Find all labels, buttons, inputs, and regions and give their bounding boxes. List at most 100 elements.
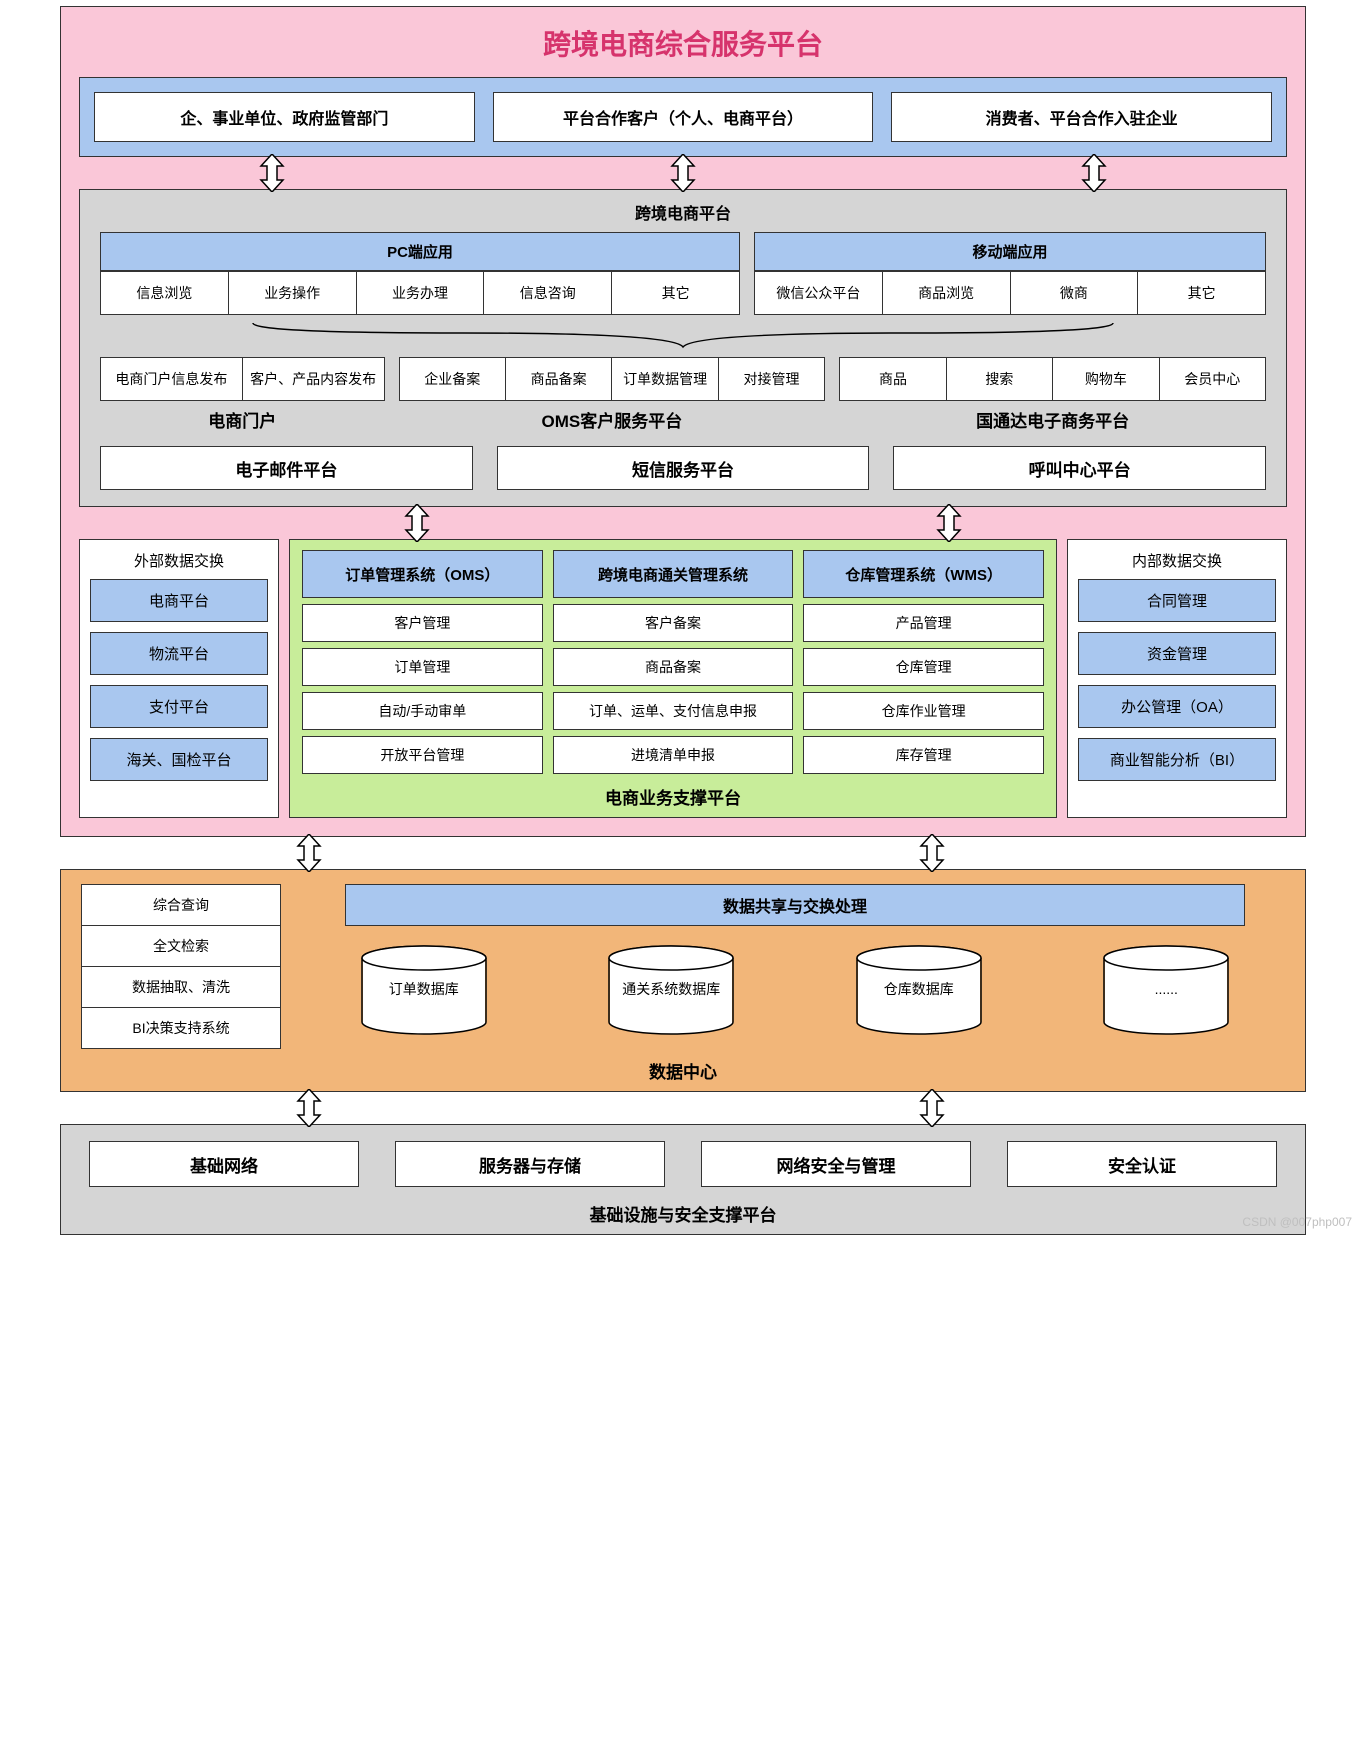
pc-cell: 业务操作 xyxy=(228,271,357,315)
ghead-2: 仓库管理系统（WMS） xyxy=(803,550,1044,598)
gcell: 客户管理 xyxy=(302,604,543,642)
ext-item: 支付平台 xyxy=(90,685,268,728)
qcell: 综合查询 xyxy=(82,885,280,926)
db-label: 订单数据库 xyxy=(349,980,499,998)
mb-cell: 微商 xyxy=(1010,271,1139,315)
watermark: CSDN @007php007 xyxy=(1242,1215,1352,1229)
dbl-arrow-icon xyxy=(915,834,949,872)
t1-cell: 订单数据管理 xyxy=(611,357,718,401)
pc-cell: 信息咨询 xyxy=(483,271,612,315)
qcell: 全文检索 xyxy=(82,926,280,967)
t0-title: 电商门户 xyxy=(100,407,385,432)
app-row: PC端应用 信息浏览 业务操作 业务办理 信息咨询 其它 移动端应用 微信公众平… xyxy=(100,232,1266,315)
msg-0: 电子邮件平台 xyxy=(100,446,473,490)
gcell: 仓库作业管理 xyxy=(803,692,1044,730)
ext-item: 物流平台 xyxy=(90,632,268,675)
ext-item: 海关、国检平台 xyxy=(90,738,268,781)
query-list: 综合查询 全文检索 数据抽取、清洗 BI决策支持系统 xyxy=(81,884,281,1049)
green-title: 电商业务支撑平台 xyxy=(302,784,1044,809)
triple-col-2: 商品 搜索 购物车 会员中心 国通达电子商务平台 xyxy=(839,357,1266,432)
support-row: 外部数据交换 电商平台 物流平台 支付平台 海关、国检平台 订单管理系统（OMS… xyxy=(79,539,1287,818)
ext-exchange: 外部数据交换 电商平台 物流平台 支付平台 海关、国检平台 xyxy=(79,539,279,818)
t2-cell: 会员中心 xyxy=(1159,357,1266,401)
db-1: 通关系统数据库 xyxy=(596,944,746,1054)
t1-title: OMS客户服务平台 xyxy=(399,407,826,432)
msg-row: 电子邮件平台 短信服务平台 呼叫中心平台 xyxy=(100,446,1266,490)
t2-cell: 商品 xyxy=(839,357,946,401)
db-row: 订单数据库 通关系统数据库 仓库数据库 ...... xyxy=(305,944,1285,1054)
qcell: 数据抽取、清洗 xyxy=(82,967,280,1008)
triple-col-1: 企业备案 商品备案 订单数据管理 对接管理 OMS客户服务平台 xyxy=(399,357,826,432)
db-label: 通关系统数据库 xyxy=(596,980,746,998)
ext-title: 外部数据交换 xyxy=(90,550,268,571)
dbl-arrow-icon xyxy=(400,504,434,542)
int-item: 办公管理（OA） xyxy=(1078,685,1276,728)
gcell: 开放平台管理 xyxy=(302,736,543,774)
db-label: ...... xyxy=(1091,980,1241,998)
infra-title: 基础设施与安全支撑平台 xyxy=(89,1201,1277,1226)
int-item: 资金管理 xyxy=(1078,632,1276,675)
mobile-head: 移动端应用 xyxy=(754,232,1266,271)
pink-panel: 跨境电商综合服务平台 企、事业单位、政府监管部门 平台合作客户（个人、电商平台）… xyxy=(60,6,1306,837)
msg-1: 短信服务平台 xyxy=(497,446,870,490)
main-title: 跨境电商综合服务平台 xyxy=(79,23,1287,63)
mb-cell: 商品浏览 xyxy=(882,271,1011,315)
dc-title: 数据中心 xyxy=(81,1058,1285,1083)
triple-row: 电商门户信息发布 客户、产品内容发布 电商门户 企业备案 商品备案 订单数据管理… xyxy=(100,357,1266,432)
gcell: 自动/手动审单 xyxy=(302,692,543,730)
pc-cell: 信息浏览 xyxy=(100,271,229,315)
gcell: 订单管理 xyxy=(302,648,543,686)
gcell: 产品管理 xyxy=(803,604,1044,642)
gcol-0: 订单管理系统（OMS） 客户管理 订单管理 自动/手动审单 开放平台管理 xyxy=(302,550,543,774)
infra-item: 安全认证 xyxy=(1007,1141,1277,1187)
top-user-1: 平台合作客户（个人、电商平台） xyxy=(493,92,874,142)
dbl-arrow-icon xyxy=(915,1089,949,1127)
dbl-arrow-icon xyxy=(292,834,326,872)
top-users-row: 企、事业单位、政府监管部门 平台合作客户（个人、电商平台） 消费者、平台合作入驻… xyxy=(79,77,1287,157)
infra-row: 基础网络 服务器与存储 网络安全与管理 安全认证 xyxy=(89,1141,1277,1187)
green-panel: 订单管理系统（OMS） 客户管理 订单管理 自动/手动审单 开放平台管理 跨境电… xyxy=(289,539,1057,818)
dbl-arrow-icon xyxy=(666,154,700,192)
t2-cell: 购物车 xyxy=(1052,357,1159,401)
ghead-0: 订单管理系统（OMS） xyxy=(302,550,543,598)
pc-head: PC端应用 xyxy=(100,232,740,271)
pc-cell: 其它 xyxy=(611,271,740,315)
triple-col-0: 电商门户信息发布 客户、产品内容发布 电商门户 xyxy=(100,357,385,432)
gcell: 库存管理 xyxy=(803,736,1044,774)
t1-cell: 对接管理 xyxy=(718,357,825,401)
top-user-0: 企、事业单位、政府监管部门 xyxy=(94,92,475,142)
mobile-col: 移动端应用 微信公众平台 商品浏览 微商 其它 xyxy=(754,232,1266,315)
gcell: 仓库管理 xyxy=(803,648,1044,686)
pc-col: PC端应用 信息浏览 业务操作 业务办理 信息咨询 其它 xyxy=(100,232,740,315)
gcell: 进境清单申报 xyxy=(553,736,794,774)
t1-cell: 企业备案 xyxy=(399,357,506,401)
qcell: BI决策支持系统 xyxy=(82,1008,280,1048)
int-item: 合同管理 xyxy=(1078,579,1276,622)
t0-cell: 客户、产品内容发布 xyxy=(242,357,385,401)
top-user-2: 消费者、平台合作入驻企业 xyxy=(891,92,1272,142)
infra-panel: 基础网络 服务器与存储 网络安全与管理 安全认证 基础设施与安全支撑平台 xyxy=(60,1124,1306,1235)
t2-cell: 搜索 xyxy=(946,357,1053,401)
t1-cell: 商品备案 xyxy=(505,357,612,401)
ghead-1: 跨境电商通关管理系统 xyxy=(553,550,794,598)
dbl-arrow-icon xyxy=(1077,154,1111,192)
mobile-cells: 微信公众平台 商品浏览 微商 其它 xyxy=(754,271,1266,315)
dbl-arrow-icon xyxy=(292,1089,326,1127)
infra-item: 基础网络 xyxy=(89,1141,359,1187)
datacenter-panel: 综合查询 全文检索 数据抽取、清洗 BI决策支持系统 数据共享与交换处理 订单数… xyxy=(60,869,1306,1092)
gcell: 订单、运单、支付信息申报 xyxy=(553,692,794,730)
mb-cell: 其它 xyxy=(1137,271,1266,315)
int-exchange: 内部数据交换 合同管理 资金管理 办公管理（OA） 商业智能分析（BI） xyxy=(1067,539,1287,818)
platform-title: 跨境电商平台 xyxy=(100,200,1266,224)
db-3: ...... xyxy=(1091,944,1241,1054)
db-label: 仓库数据库 xyxy=(844,980,994,998)
db-2: 仓库数据库 xyxy=(844,944,994,1054)
platform-panel: 跨境电商平台 PC端应用 信息浏览 业务操作 业务办理 信息咨询 其它 移动端应… xyxy=(79,189,1287,507)
t0-cell: 电商门户信息发布 xyxy=(100,357,243,401)
pc-cells: 信息浏览 业务操作 业务办理 信息咨询 其它 xyxy=(100,271,740,315)
dbl-arrow-icon xyxy=(255,154,289,192)
infra-item: 网络安全与管理 xyxy=(701,1141,971,1187)
brace-icon xyxy=(243,317,1123,351)
infra-item: 服务器与存储 xyxy=(395,1141,665,1187)
orange-right: 数据共享与交换处理 订单数据库 通关系统数据库 仓库数据库 xyxy=(305,884,1285,1054)
